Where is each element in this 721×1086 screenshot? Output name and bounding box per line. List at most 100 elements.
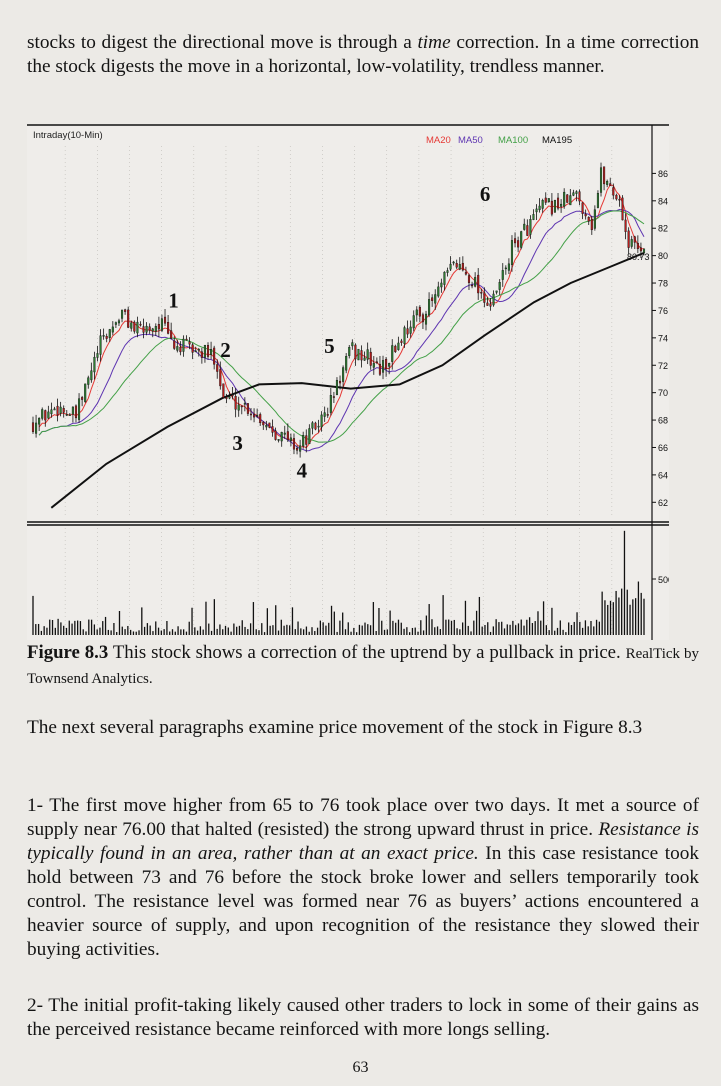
candle-body <box>338 380 342 384</box>
candle-body <box>372 363 375 368</box>
candle-body <box>642 248 646 253</box>
candle-body <box>578 191 581 202</box>
paragraph-intro: The next several paragraphs examine pric… <box>27 717 643 738</box>
candle-body <box>253 414 256 418</box>
candle-body <box>213 347 216 365</box>
candle-body <box>283 432 286 435</box>
candle-body <box>541 199 544 209</box>
candle-body <box>124 309 127 312</box>
candle-body <box>84 383 87 402</box>
candle-body <box>461 262 464 271</box>
moving-averages <box>38 184 645 509</box>
candle-body <box>621 197 624 221</box>
candle-body <box>483 292 486 303</box>
candle-body <box>351 342 354 347</box>
candle-body <box>160 318 163 331</box>
y-tick-label: 80 <box>658 251 668 261</box>
candle-body <box>489 303 492 307</box>
candle-body <box>50 409 53 415</box>
candle-body <box>182 338 185 352</box>
candle-body <box>535 208 538 213</box>
candle-body <box>38 417 41 425</box>
candle-body <box>636 242 639 249</box>
candle-body <box>520 231 523 248</box>
candle-body <box>458 264 461 270</box>
candle-body <box>90 370 93 381</box>
candle-body <box>243 403 246 405</box>
wave-labels: 1 2 3 4 5 6 <box>168 182 490 483</box>
candle-body <box>59 406 62 414</box>
ma50-line <box>38 208 645 452</box>
y-tick-label: 70 <box>658 388 668 398</box>
candle-body <box>590 219 593 231</box>
candle-body <box>609 183 612 186</box>
candle-body <box>428 299 431 316</box>
candle-body <box>449 263 452 270</box>
ma100-line <box>38 210 645 443</box>
candle-body <box>197 349 200 351</box>
candle-body <box>216 364 219 372</box>
candle-body <box>311 422 314 429</box>
candle-body <box>538 205 541 211</box>
candle-body <box>200 351 203 358</box>
candle-body <box>191 344 194 353</box>
candle-body <box>418 307 421 317</box>
candle-body <box>421 314 424 323</box>
candle-body <box>550 200 553 215</box>
candle-body <box>228 396 231 399</box>
candle-body <box>170 330 173 339</box>
candle-body <box>130 322 133 329</box>
candle-body <box>62 408 65 413</box>
candle-body <box>296 447 299 451</box>
candle-body <box>203 345 206 358</box>
candle-body <box>185 338 188 341</box>
candle-body <box>53 408 56 411</box>
y-tick-label: 78 <box>658 279 668 289</box>
caption-label: Figure 8.3 <box>27 642 109 663</box>
candle-body <box>443 271 446 285</box>
figure-caption: Figure 8.3 This stock shows a correction… <box>27 641 699 691</box>
candle-body <box>332 396 335 398</box>
candle-body <box>412 315 415 329</box>
candle-body <box>256 415 259 417</box>
candle-body <box>575 191 578 194</box>
candle-body <box>41 409 44 419</box>
wave-label-4: 4 <box>297 459 308 483</box>
candle-body <box>78 398 81 420</box>
candle-body <box>388 363 391 367</box>
candle-body <box>31 422 35 432</box>
candle-body <box>96 353 99 358</box>
candle-body <box>65 414 68 416</box>
candle-body <box>440 282 443 288</box>
candle-body <box>105 336 108 339</box>
candle-body <box>326 414 329 416</box>
candle-body <box>74 405 78 419</box>
page-number: 63 <box>352 1059 369 1076</box>
ma195-line <box>50 251 645 509</box>
candle-body <box>44 410 47 421</box>
y-tick-label: 64 <box>658 470 668 480</box>
candle-body <box>615 194 618 200</box>
candle-body <box>102 335 105 337</box>
paragraph-1-text-2: In this case resistance took hold betwee… <box>27 843 699 960</box>
candle-body <box>249 413 253 416</box>
candle-body <box>335 379 339 395</box>
candle-body <box>68 414 71 416</box>
y-tick-label: 62 <box>658 498 668 508</box>
legend-ma100: MA100 <box>498 135 528 146</box>
candle-body <box>474 277 477 287</box>
candle-body <box>81 397 84 400</box>
candle-body <box>108 329 111 338</box>
candle-body <box>163 316 167 324</box>
candle-body <box>345 356 348 371</box>
candle-body <box>280 431 283 442</box>
candle-body <box>145 325 148 333</box>
candle-body <box>523 223 526 230</box>
top-paragraph-text-2: correction. In a time correction the sto… <box>27 32 699 77</box>
candle-body <box>262 421 265 426</box>
legend-ma195: MA195 <box>542 135 572 146</box>
candle-body <box>400 340 403 343</box>
candle-body <box>510 240 514 265</box>
candle-body <box>93 356 96 373</box>
candle-body <box>139 323 142 326</box>
